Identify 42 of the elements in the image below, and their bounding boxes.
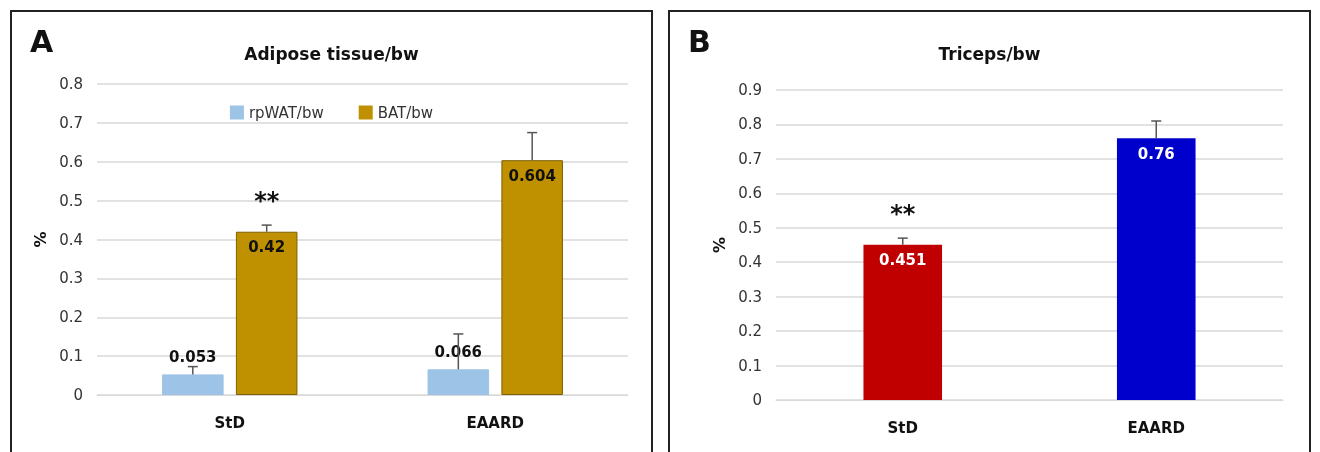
bar [427, 369, 490, 395]
x-tick-label: StD [887, 418, 918, 437]
bar [235, 231, 298, 395]
annotation: ** [890, 200, 916, 229]
y-tick-label: 0.7 [738, 149, 762, 168]
y-tick-label: 0.2 [738, 322, 762, 341]
data-label: 0.42 [248, 238, 286, 257]
y-tick-label: 0.8 [59, 75, 83, 93]
y-tick-label: 0.3 [59, 269, 83, 288]
annotation: ** [254, 187, 280, 216]
chart-title: Triceps/bw [938, 43, 1041, 64]
text: A [30, 23, 54, 59]
data-label: 0.053 [169, 347, 217, 366]
text: B [688, 23, 711, 59]
legend-label: BAT/bw [377, 103, 434, 122]
y-axis-title: % [709, 236, 729, 254]
x-tick-label: EAARD [1127, 418, 1185, 437]
bar [162, 374, 224, 395]
y-tick-label: 0.4 [738, 253, 762, 272]
y-tick-label: 0.9 [738, 81, 762, 99]
y-axis-title: % [30, 231, 50, 248]
y-tick-label: 0.5 [738, 218, 762, 237]
y-tick-label: 0.6 [738, 184, 762, 203]
legend-label: rpWAT/bw [248, 103, 324, 122]
data-label: 0.76 [1137, 144, 1175, 163]
bar [501, 160, 563, 395]
data-label: 0.451 [879, 251, 927, 270]
y-tick-label: 0.4 [59, 230, 83, 249]
y-tick-label: 0 [752, 391, 762, 409]
y-tick-label: 0.1 [738, 356, 762, 375]
y-tick-label: 0.3 [738, 287, 762, 306]
y-tick-label: 0 [73, 386, 83, 404]
chart-title: Adipose tissue/bw [244, 43, 420, 64]
y-tick-label: 0.2 [59, 308, 83, 327]
y-tick-label: 0.5 [59, 191, 83, 210]
x-tick-label: EAARD [466, 413, 524, 432]
y-tick-label: 0.8 [738, 115, 762, 134]
y-tick-label: 0.7 [59, 113, 83, 132]
x-tick-label: StD [214, 413, 245, 432]
data-label: 0.604 [508, 166, 556, 185]
y-tick-label: 0.6 [59, 152, 83, 171]
y-tick-label: 0.1 [59, 347, 83, 366]
